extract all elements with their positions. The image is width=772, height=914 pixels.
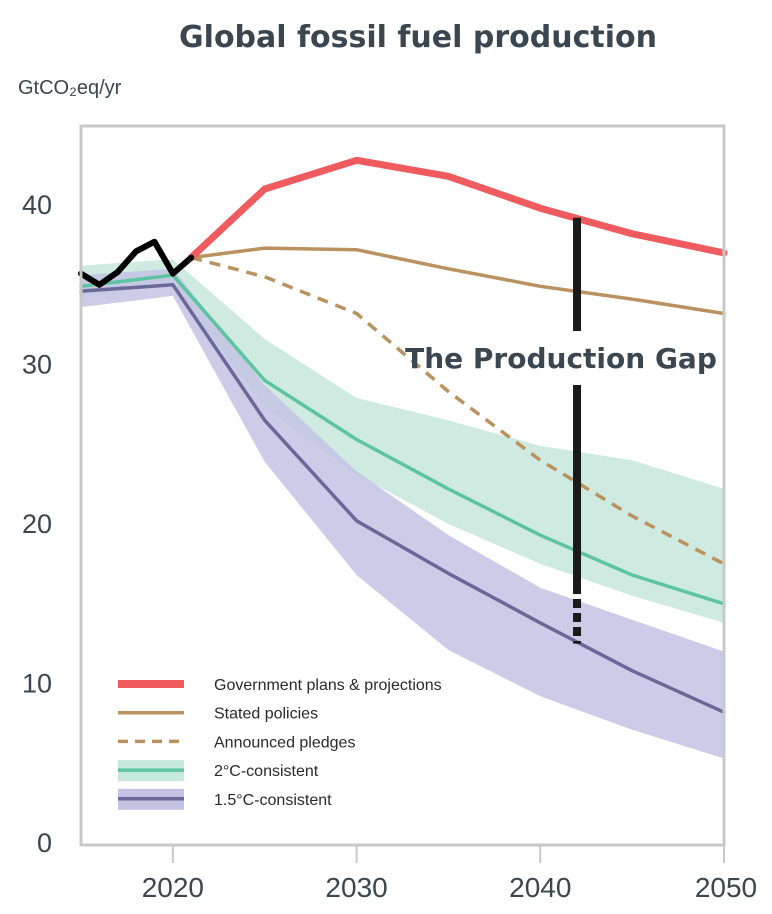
production-gap-annotation: The Production Gap — [405, 217, 717, 644]
y-tick-label: 40 — [22, 190, 52, 220]
x-axis-ticks: 2020 2030 2040 2050 — [142, 845, 757, 903]
series-lines — [78, 156, 728, 714]
legend-label-announced-pledges: Announced pledges — [214, 734, 355, 751]
2-c-consistent-line — [79, 273, 726, 606]
y-axis-ticks: 0 10 20 30 40 — [22, 190, 52, 858]
y-tick-label: 20 — [22, 509, 52, 539]
production-gap-label: The Production Gap — [405, 342, 717, 375]
legend-label-1-5-c-consistent: 1.5°C-consistent — [214, 792, 332, 809]
government-plans-projections-line — [187, 156, 728, 262]
legend: Government plans & projections Stated pol… — [118, 677, 442, 810]
historical-line — [78, 238, 195, 288]
x-tick-label: 2040 — [509, 872, 571, 903]
stated-policies-line — [189, 246, 726, 316]
2-c-consistent-band — [81, 259, 724, 623]
legend-label-2-c-consistent: 2°C-consistent — [214, 763, 319, 780]
1-5-c-consistent-line — [79, 283, 726, 714]
y-tick-label: 0 — [37, 828, 52, 858]
plot-frame — [79, 124, 726, 847]
y-tick-label: 30 — [22, 350, 52, 380]
announced-pledges-line — [190, 255, 725, 566]
y-axis-unit-label: GtCO₂eq/yr — [18, 77, 122, 99]
x-tick-label: 2050 — [695, 872, 757, 903]
x-tick-label: 2030 — [325, 872, 387, 903]
legend-label-stated-policies: Stated policies — [214, 706, 318, 723]
y-tick-label: 10 — [22, 669, 52, 699]
legend-label-government-plans-projections: Government plans & projections — [214, 677, 442, 694]
x-tick-label: 2020 — [142, 872, 204, 903]
chart-title: Global fossil fuel production — [179, 20, 657, 55]
